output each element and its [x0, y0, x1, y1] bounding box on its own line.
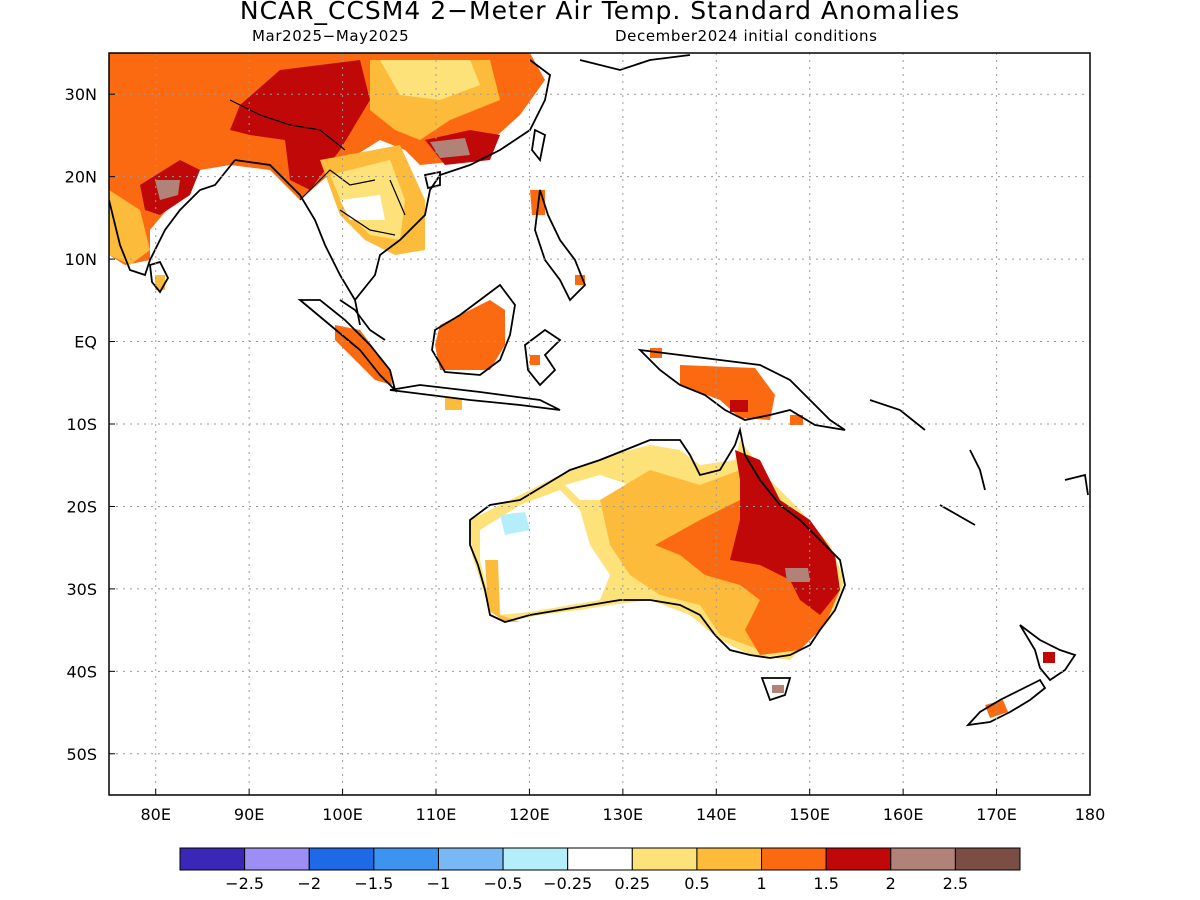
coast-java: [389, 384, 561, 411]
australia-warm-edge: [485, 560, 520, 622]
y-tick-label: 10S: [66, 415, 97, 434]
coast-tasmania: [760, 677, 792, 702]
y-tick-label: 50S: [66, 745, 97, 764]
coast-fiji: [1064, 473, 1089, 496]
china-anomaly-extreme: [430, 138, 470, 158]
y-tick-label: 30S: [66, 580, 97, 599]
himalaya-anomaly-very-hot: [230, 60, 370, 190]
colorbar-swatch: [890, 847, 956, 871]
colorbar-swatch: [437, 847, 504, 871]
coast-vanuatu: [969, 449, 986, 491]
newguinea-anomaly-very-hot: [730, 400, 748, 412]
coast-philippines: [534, 189, 587, 302]
forecast-period: Mar2025−May2025: [252, 27, 410, 45]
indochina-anomaly-near-normal: [340, 195, 385, 220]
coast-sulawesi: [524, 328, 562, 387]
coast-country-borders: [229, 99, 406, 236]
y-tick-label: 40S: [66, 662, 97, 681]
colorbar-swatch: [373, 847, 439, 871]
map-title: NCAR_CCSM4 2−Meter Air Temp. Standard An…: [239, 0, 961, 25]
x-tick-label: 160E: [883, 805, 924, 824]
y-tick-label: 10N: [65, 250, 97, 269]
colorbar-label: −0.25: [543, 874, 592, 893]
x-tick-label: 80E: [140, 805, 170, 824]
australia-anomaly-cool: [500, 512, 530, 535]
newzealand-anomaly-hot: [985, 700, 1008, 718]
coast-australia: [469, 426, 846, 659]
colorbar-swatch: [244, 847, 310, 871]
colorbar-swatch: [308, 847, 375, 871]
colorbar-label: −1.5: [354, 874, 393, 893]
coastlines: [109, 54, 1089, 727]
x-tick-label: 140E: [696, 805, 737, 824]
coast-newzealand-south: [965, 678, 1047, 727]
colorbar-label: 0.5: [684, 874, 709, 893]
colorbar-swatch: [954, 847, 1021, 871]
borneo-anomaly-hot: [435, 300, 505, 370]
coast-indochina: [234, 59, 551, 326]
gridlines: [109, 53, 1090, 795]
coast-india: [109, 159, 236, 277]
colorbar-label: −2.5: [225, 874, 264, 893]
newguinea-anomaly-hot: [680, 365, 775, 420]
colorbar-label: 1.5: [813, 874, 838, 893]
colorbar-label: −1: [427, 874, 451, 893]
colorbar-swatch: [696, 847, 763, 871]
coast-japan-south: [579, 54, 691, 71]
india-anomaly-warm: [109, 190, 150, 265]
newzealand-anomaly-very-hot: [1043, 652, 1055, 663]
x-tick-label: 90E: [234, 805, 264, 824]
x-tick-label: 100E: [322, 805, 363, 824]
colorbar-label: 1: [756, 874, 766, 893]
colorbar-label: −0.5: [484, 874, 523, 893]
australia-anomaly-very-hot: [730, 450, 840, 615]
x-tick-label: 130E: [603, 805, 644, 824]
x-tick-label: 120E: [509, 805, 550, 824]
coast-newzealand-north: [1019, 624, 1077, 682]
x-axis: 80E 90E 100E 110E 120E 130E 140E 150E 160E 170E 18…: [140, 789, 1105, 824]
colorbar-label: 2: [886, 874, 896, 893]
colorbar-label: 0.25: [614, 874, 650, 893]
x-tick-label: 180: [1075, 805, 1106, 824]
x-tick-label: 110E: [416, 805, 457, 824]
coast-borneo: [431, 283, 516, 376]
moluccas-anomaly-hot: [650, 348, 662, 358]
coast-taiwan: [531, 128, 547, 163]
colorbar-label: 2.5: [943, 874, 968, 893]
australia-anomaly-extreme: [785, 568, 810, 582]
anomaly-shading: [109, 53, 1055, 718]
initial-conditions: December2024 initial conditions: [615, 27, 878, 45]
coast-malaysia: [339, 299, 386, 341]
y-tick-label: 30N: [65, 85, 97, 104]
asia-anomaly-mild: [380, 60, 480, 100]
sulawesi-anomaly-hot: [530, 355, 540, 365]
coast-newguinea: [637, 348, 846, 431]
y-tick-label: 20S: [66, 497, 97, 516]
colorbar-swatch: [567, 847, 633, 871]
y-axis: 30N 20N 10N EQ 10S 20S 30S 40S 50S: [65, 85, 115, 764]
colorbar-swatch: [179, 847, 246, 871]
colorbar-swatch: [631, 847, 698, 871]
colorbar: −2.5 −2 −1.5 −1 −0.5 −0.25 0.25 0.5 1 1.5 2 2.5: [179, 847, 1021, 893]
colorbar-label: −2: [297, 874, 321, 893]
coast-srilanka: [149, 260, 170, 294]
tasmania-anomaly-extreme: [772, 685, 784, 693]
coast-sumatra: [297, 299, 397, 393]
colorbar-swatch: [825, 847, 892, 871]
coast-solomons: [869, 399, 926, 431]
x-tick-label: 150E: [789, 805, 830, 824]
y-tick-label: EQ: [74, 333, 97, 352]
y-tick-label: 20N: [65, 168, 97, 187]
colorbar-swatch: [502, 847, 569, 871]
newguinea-east-anomaly-hot: [790, 415, 803, 425]
coast-newcaledonia: [939, 504, 976, 526]
coast-hainan: [423, 170, 441, 190]
x-tick-label: 170E: [976, 805, 1017, 824]
india-anomaly-extreme: [155, 180, 180, 200]
colorbar-swatch: [761, 847, 827, 871]
java-anomaly-warm: [445, 398, 462, 410]
